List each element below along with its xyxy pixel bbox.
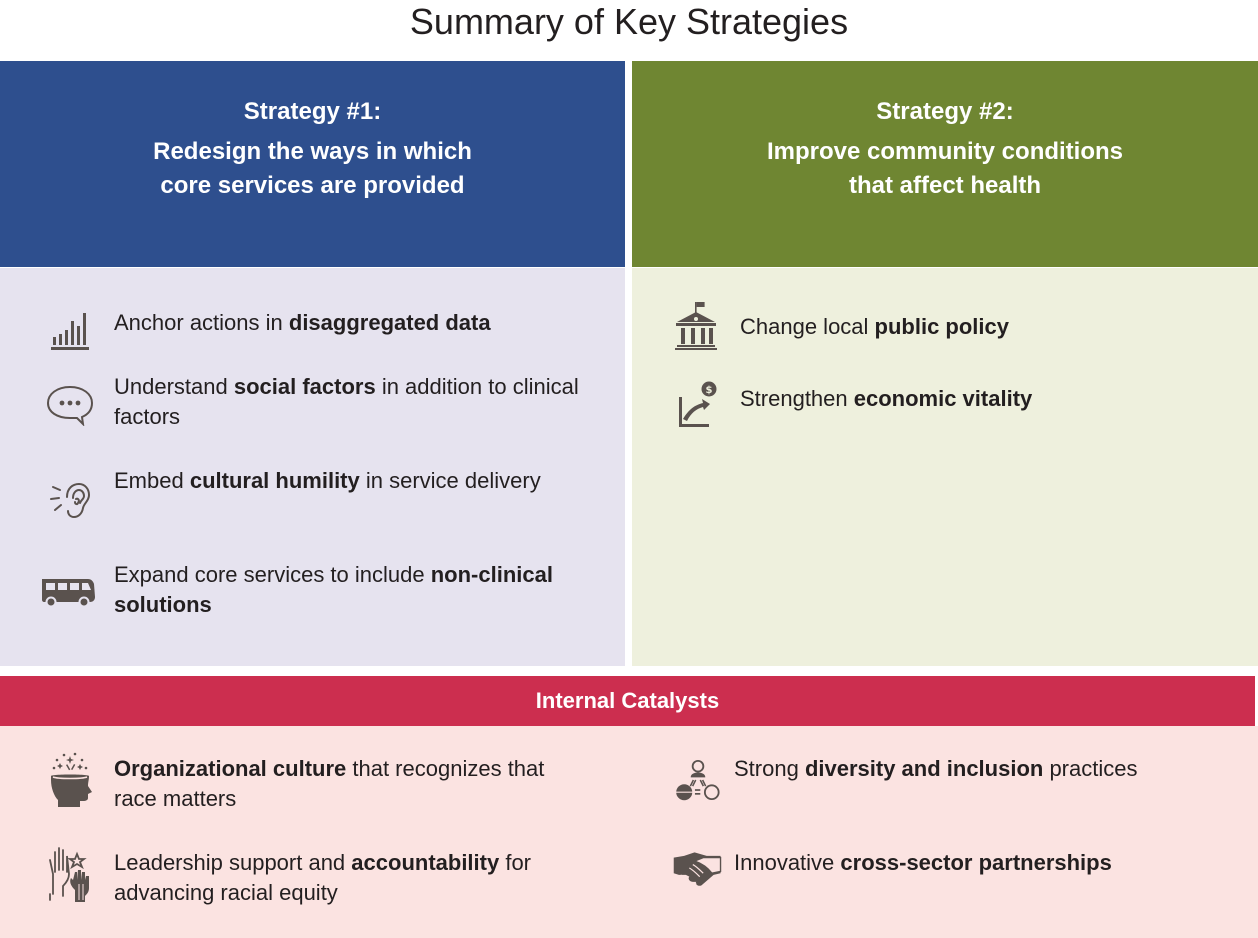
diversity-people-icon <box>672 750 724 810</box>
catalyst-item: Organizational culture that recognizes t… <box>44 750 604 814</box>
handshake-icon <box>672 844 724 892</box>
strategy-1-item: Understand social factors in addition to… <box>44 372 604 432</box>
internal-catalysts-body: Organizational culture that recognizes t… <box>0 726 1258 938</box>
strategy-1-item: Expand core services to include non-clin… <box>40 560 604 620</box>
strategy-1-item: Embed cultural humility in service deliv… <box>44 466 604 524</box>
strategy-1-heading: Redesign the ways in which core services… <box>153 138 472 199</box>
raised-hands-icon <box>44 844 96 904</box>
growth-dollar-icon: $ <box>670 380 722 428</box>
catalyst-item: Innovative cross-sector partnerships <box>672 844 1232 892</box>
svg-text:$: $ <box>706 385 713 396</box>
strategy-2-item: Change local public policy <box>670 302 1230 350</box>
strategy-2-heading: Improve community conditions that affect… <box>766 138 1124 199</box>
bus-icon <box>40 568 96 616</box>
strategy-1-header: Strategy #1: Redesign the ways in which … <box>0 61 625 267</box>
strategy-2-body: Change local public policy $ Strengthen … <box>632 268 1258 666</box>
page-title: Summary of Key Strategies <box>409 1 849 42</box>
government-building-icon <box>670 302 722 350</box>
strategy-1-item: Anchor actions in disaggregated data <box>44 306 604 354</box>
bar-chart-icon <box>44 306 96 354</box>
head-sparkles-icon <box>44 750 96 810</box>
catalyst-item: Leadership support and accountability fo… <box>44 844 604 908</box>
strategy-2-label: Strategy #2: <box>876 98 1014 125</box>
strategy-2-header: Strategy #2: Improve community condition… <box>632 61 1258 267</box>
ear-icon <box>44 476 96 524</box>
internal-catalysts-header: Internal Catalysts <box>0 676 1255 726</box>
catalyst-item: Strong diversity and inclusion practices <box>672 750 1232 810</box>
strategy-2-item: $ Strengthen economic vitality <box>670 380 1230 428</box>
speech-bubble-icon <box>44 380 96 428</box>
strategy-1-label: Strategy #1: <box>243 98 382 125</box>
strategy-1-body: Anchor actions in disaggregated data Und… <box>0 268 625 666</box>
